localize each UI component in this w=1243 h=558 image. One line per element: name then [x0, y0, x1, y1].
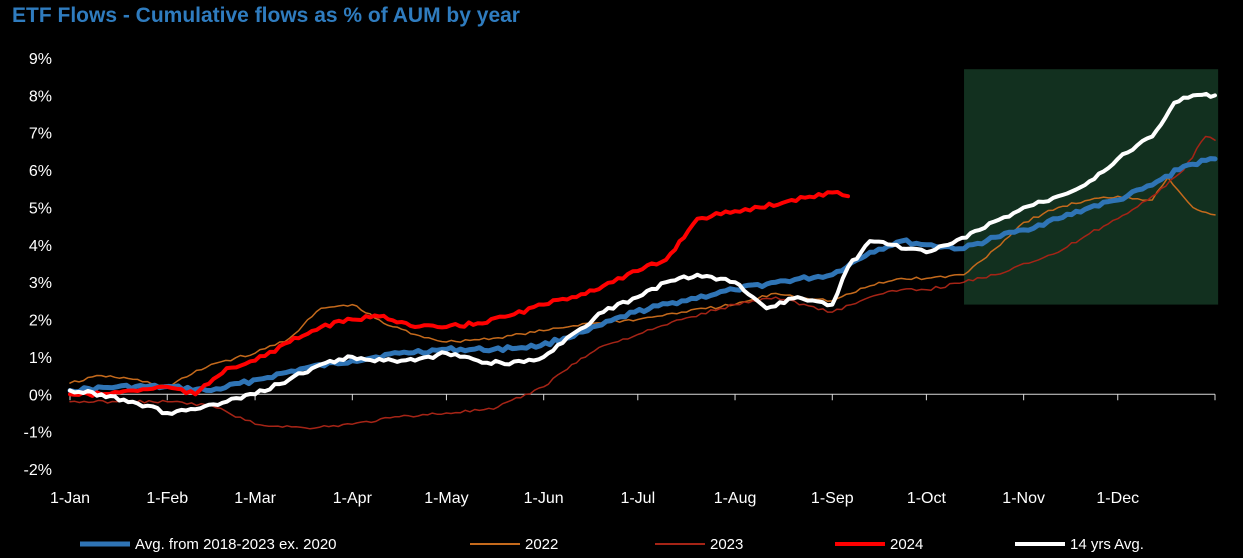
- x-tick-label: 1-Sep: [811, 490, 854, 507]
- legend-label-2: 2022: [525, 536, 558, 553]
- y-tick-label: 0%: [29, 387, 52, 404]
- y-tick-label: -1%: [24, 425, 52, 442]
- series-line-5: [68, 91, 1217, 416]
- y-tick-label: 1%: [29, 350, 52, 367]
- x-tick-label: 1-Jun: [524, 490, 564, 507]
- x-tick-label: 1-Dec: [1096, 490, 1139, 507]
- chart-title: ETF Flows - Cumulative flows as % of AUM…: [12, 4, 520, 27]
- x-tick-label: 1-Aug: [714, 490, 757, 507]
- x-tick-label: 1-Feb: [146, 490, 188, 507]
- x-tick-label: 1-Jan: [50, 490, 90, 507]
- legend-label-1: Avg. from 2018-2023 ex. 2020: [135, 536, 337, 553]
- y-tick-label: 4%: [29, 238, 52, 255]
- y-tick-label: 7%: [29, 126, 52, 143]
- y-tick-label: 3%: [29, 275, 52, 292]
- x-tick-label: 1-Mar: [234, 490, 276, 507]
- y-tick-label: -2%: [24, 462, 52, 479]
- x-tick-label: 1-Apr: [333, 490, 373, 507]
- x-tick-label: 1-Nov: [1002, 490, 1045, 507]
- legend-label-3: 2023: [710, 536, 743, 553]
- series-line-1: [67, 156, 1218, 395]
- x-tick-label: 1-Oct: [907, 490, 947, 507]
- series-line-2: [69, 176, 1216, 388]
- x-tick-label: 1-May: [424, 490, 468, 507]
- y-tick-label: 5%: [29, 200, 52, 217]
- series-line-4: [68, 190, 850, 398]
- x-tick-label: 1-Jul: [620, 490, 655, 507]
- y-tick-label: 6%: [29, 163, 52, 180]
- legend-label-5: 14 yrs Avg.: [1070, 536, 1144, 553]
- legend-label-4: 2024: [890, 536, 923, 553]
- highlight-region: [964, 69, 1219, 305]
- y-tick-label: 2%: [29, 313, 52, 330]
- y-tick-label: 9%: [29, 51, 52, 68]
- series-line-3: [69, 135, 1216, 430]
- y-tick-label: 8%: [29, 88, 52, 105]
